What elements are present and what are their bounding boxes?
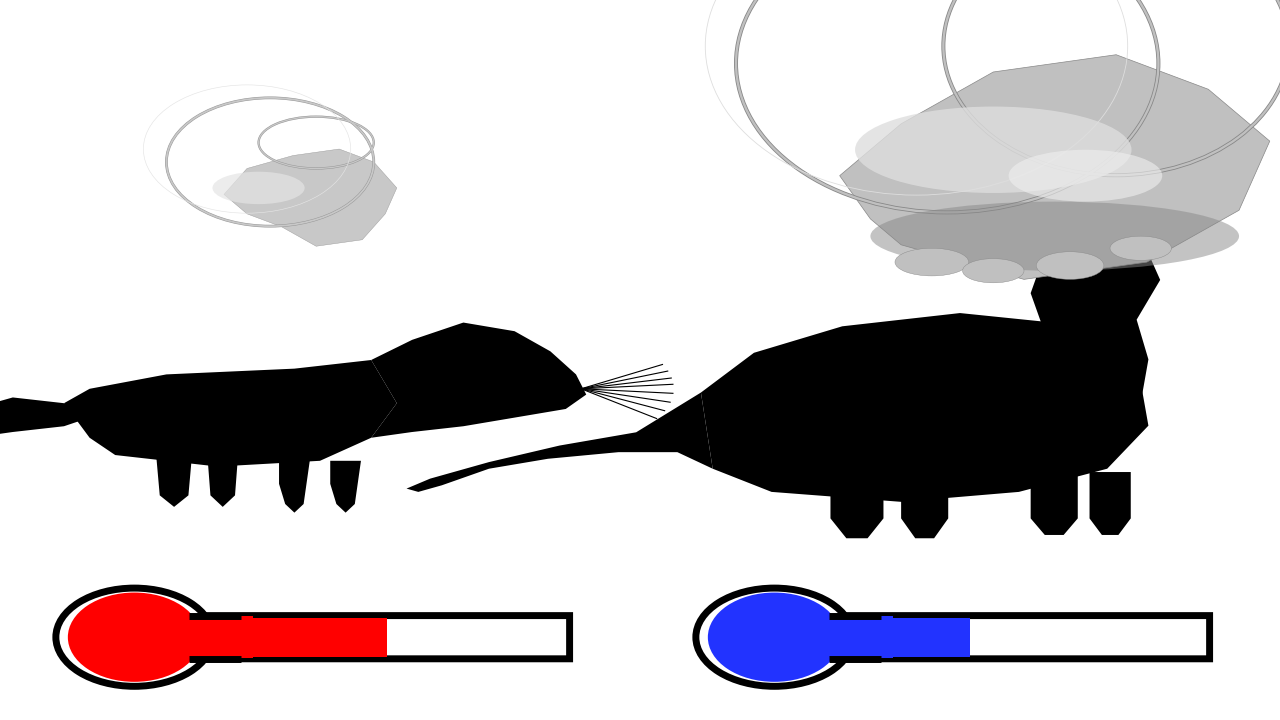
Polygon shape — [1030, 227, 1160, 426]
Polygon shape — [64, 360, 397, 467]
Polygon shape — [840, 55, 1270, 279]
Polygon shape — [831, 479, 883, 539]
Polygon shape — [701, 313, 1148, 502]
Polygon shape — [330, 461, 361, 513]
FancyBboxPatch shape — [189, 616, 570, 659]
Ellipse shape — [708, 593, 841, 682]
Bar — [829, 618, 970, 657]
Bar — [183, 616, 253, 658]
Polygon shape — [1089, 472, 1130, 535]
Ellipse shape — [963, 258, 1024, 283]
Bar — [189, 618, 387, 657]
Ellipse shape — [56, 588, 212, 686]
Ellipse shape — [1110, 236, 1171, 261]
Ellipse shape — [1037, 252, 1103, 279]
Polygon shape — [224, 149, 397, 246]
Polygon shape — [156, 455, 192, 507]
Polygon shape — [0, 397, 90, 438]
Ellipse shape — [855, 107, 1132, 193]
Ellipse shape — [212, 172, 305, 204]
Bar — [823, 616, 893, 658]
FancyBboxPatch shape — [829, 616, 1210, 659]
Polygon shape — [901, 479, 948, 539]
Polygon shape — [371, 323, 586, 438]
Polygon shape — [407, 392, 713, 492]
Ellipse shape — [870, 202, 1239, 271]
Polygon shape — [207, 455, 238, 507]
Polygon shape — [1030, 472, 1078, 535]
Ellipse shape — [68, 593, 201, 682]
Ellipse shape — [1009, 150, 1162, 202]
Ellipse shape — [895, 248, 969, 276]
Ellipse shape — [696, 588, 852, 686]
Polygon shape — [279, 461, 310, 513]
